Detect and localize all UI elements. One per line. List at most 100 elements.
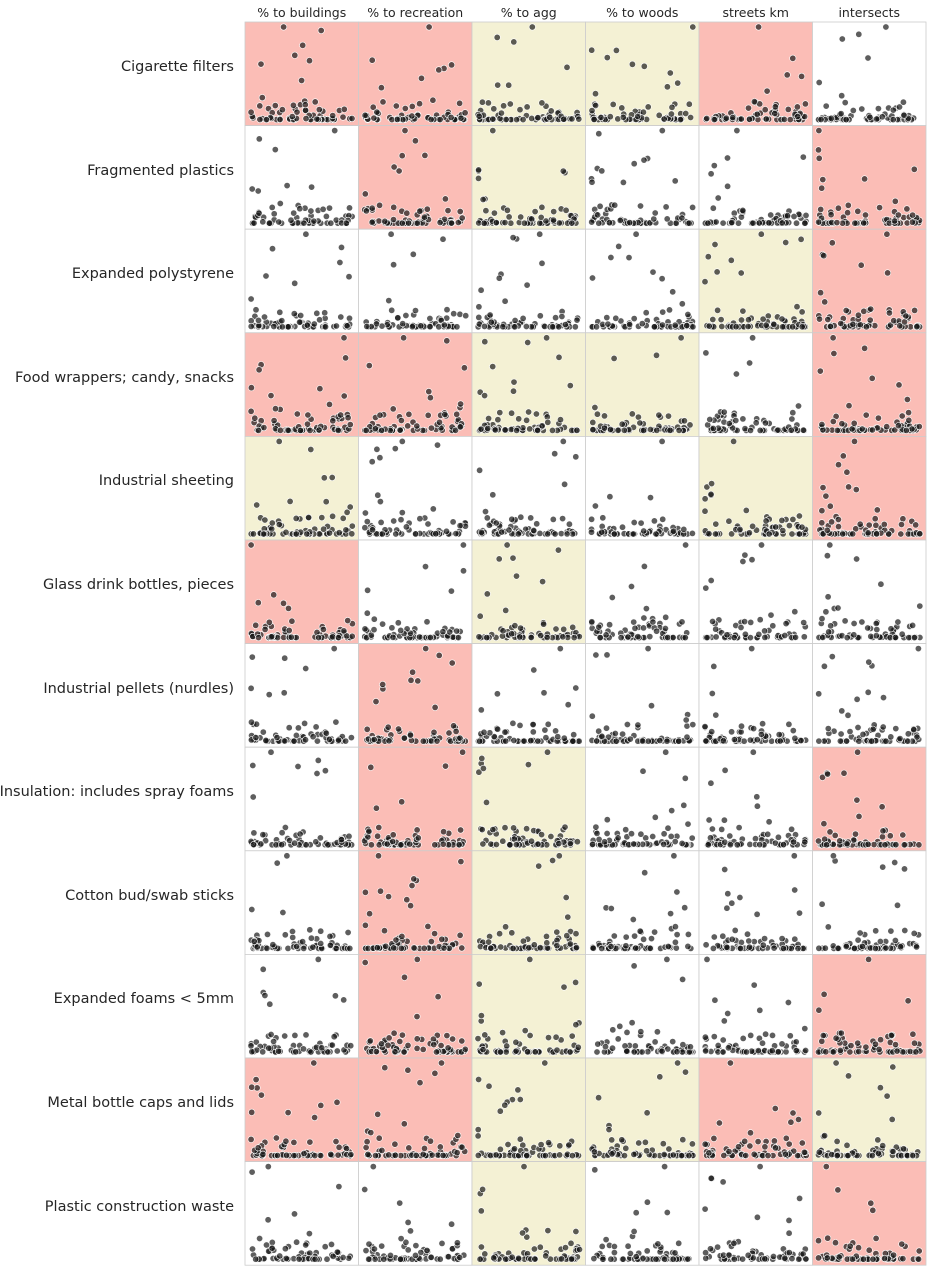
scatter-point: [785, 720, 793, 728]
scatter-point: [605, 219, 613, 227]
cell-background: [812, 954, 927, 1059]
scatter-point: [331, 127, 339, 135]
scatter-point: [301, 736, 309, 744]
scatter-point: [365, 1255, 373, 1263]
scatter-point: [429, 505, 437, 513]
scatter-point: [255, 426, 263, 434]
scatter-point: [377, 518, 385, 526]
scatter-point: [753, 736, 761, 744]
scatter-point: [267, 392, 275, 400]
scatter-point: [781, 1150, 789, 1158]
scatter-point: [397, 416, 405, 424]
scatter-point: [726, 832, 734, 840]
scatter-point: [885, 530, 893, 538]
scatter-point: [597, 114, 605, 122]
scatter-point: [422, 645, 430, 653]
scatter-point: [819, 176, 827, 184]
scatter-point: [779, 323, 787, 331]
cell-industrial-sheeting-streets-km: [698, 435, 813, 541]
cell-fragmented-plastics-intersects: [812, 125, 927, 230]
scatter-point: [314, 955, 322, 963]
scatter-point: [537, 213, 545, 221]
scatter-point: [315, 426, 323, 434]
scatter-point: [767, 211, 775, 219]
scatter-point: [516, 1135, 524, 1143]
scatter-point: [408, 112, 416, 120]
scatter-point: [520, 219, 528, 227]
cell-industrial-pellets-nurdles-intersects: [812, 643, 927, 748]
scatter-point: [547, 832, 555, 840]
scatter-point: [861, 344, 869, 352]
scatter-point: [297, 311, 305, 319]
scatter-point: [855, 30, 863, 38]
scatter-point: [634, 633, 642, 641]
scatter-point: [762, 115, 770, 123]
scatter-point: [262, 736, 270, 744]
scatter-point: [261, 516, 269, 524]
scatter-point: [750, 725, 758, 733]
scatter-point: [406, 840, 414, 848]
scatter-point: [484, 99, 492, 107]
scatter-point: [294, 762, 302, 770]
scatter-point: [512, 1038, 520, 1046]
scatter-point: [293, 108, 301, 116]
scatter-point: [569, 623, 577, 631]
scatter-point: [596, 202, 604, 210]
scatter-point: [497, 943, 505, 951]
scatter-point: [879, 694, 887, 702]
scatter-point: [379, 620, 387, 628]
scatter-point: [478, 98, 486, 106]
scatter-point: [330, 1033, 338, 1041]
cell-industrial-sheeting-to-woods: [585, 435, 700, 541]
scatter-point: [898, 630, 906, 638]
scatter-point: [290, 1152, 298, 1160]
scatter-point: [342, 526, 350, 534]
scatter-point: [753, 110, 761, 118]
scatter-point: [876, 204, 884, 212]
scatter-point: [724, 890, 732, 898]
scatter-point: [345, 273, 353, 281]
scatter-point: [711, 996, 719, 1004]
scatter-point: [363, 1138, 371, 1146]
scatter-point: [275, 437, 283, 445]
scatter-point: [572, 453, 580, 461]
scatter-point: [603, 314, 611, 322]
scatter-point: [292, 1048, 300, 1056]
scatter-point: [291, 839, 299, 847]
scatter-point: [726, 1059, 734, 1067]
scatter-point: [478, 754, 486, 762]
scatter-point: [263, 930, 271, 938]
scatter-point: [480, 322, 488, 330]
scatter-point: [340, 392, 348, 400]
scatter-point: [404, 422, 412, 430]
scatter-point: [865, 955, 873, 963]
cell-glass-drink-bottles-pieces-to-agg: [471, 539, 586, 644]
scatter-point: [526, 1032, 534, 1040]
scatter-point: [452, 727, 460, 735]
scatter-point: [373, 944, 381, 952]
scatter-point: [795, 530, 803, 538]
scatter-point: [252, 734, 260, 742]
scatter-point: [534, 840, 542, 848]
scatter-point: [365, 827, 373, 835]
scatter-point: [730, 633, 738, 641]
scatter-point: [560, 625, 568, 633]
scatter-point: [833, 219, 841, 227]
scatter-point: [608, 1136, 616, 1144]
scatter-point: [259, 831, 267, 839]
scatter-point: [329, 512, 337, 520]
scatter-point: [705, 816, 713, 824]
scatter-point: [764, 830, 772, 838]
scatter-point: [829, 417, 837, 425]
scatter-point: [475, 303, 483, 311]
scatter-point: [453, 1239, 461, 1247]
scatter-point: [446, 628, 454, 636]
scatter-point: [499, 1029, 507, 1037]
cell-cigarette-filters-to-buildings: [244, 21, 359, 126]
scatter-point: [296, 830, 304, 838]
scatter-point: [878, 803, 886, 811]
scatter-point: [573, 316, 581, 324]
scatter-point: [660, 115, 668, 123]
scatter-point: [704, 253, 712, 261]
scatter-point: [672, 219, 680, 227]
